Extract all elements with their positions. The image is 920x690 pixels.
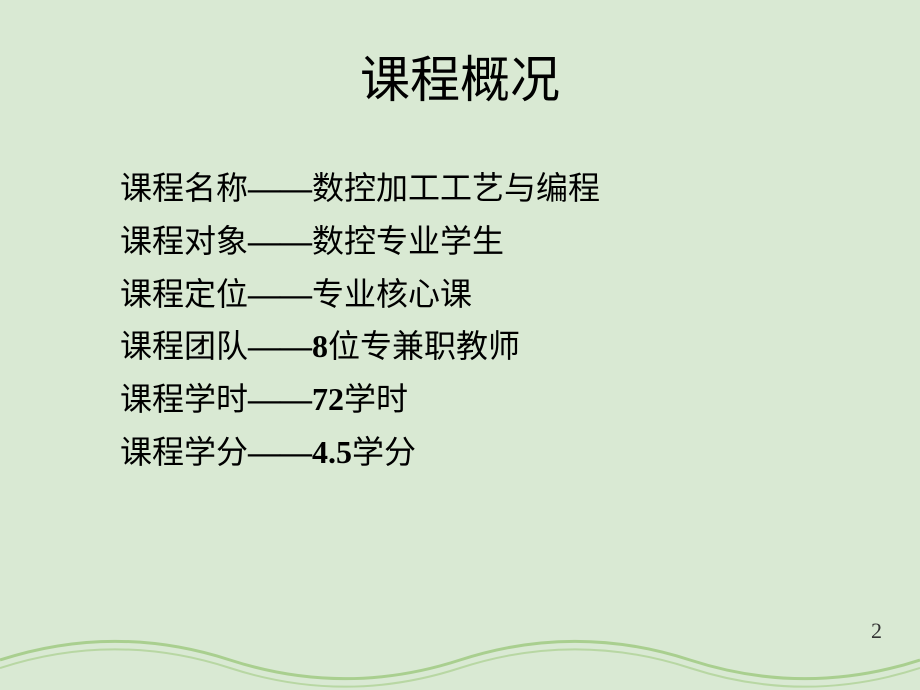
label: 课程学分 <box>120 434 248 470</box>
label: 课程定位 <box>120 276 248 312</box>
value: 专业核心课 <box>312 276 472 312</box>
label: 课程对象 <box>120 223 248 259</box>
value-number: 72 <box>312 381 344 417</box>
value: 数控专业学生 <box>312 223 504 259</box>
dash: —— <box>248 276 312 312</box>
row-course-name: 课程名称——数控加工工艺与编程 <box>120 162 920 215</box>
value: 数控加工工艺与编程 <box>312 170 600 206</box>
row-course-position: 课程定位——专业核心课 <box>120 268 920 321</box>
label: 课程团队 <box>120 328 248 364</box>
slide-title: 课程概况 <box>0 40 920 112</box>
dash: —— <box>248 223 312 259</box>
dash: —— <box>248 170 312 206</box>
dash: —— <box>248 328 312 364</box>
dash: —— <box>248 381 312 417</box>
row-course-credits: 课程学分——4.5学分 <box>120 426 920 479</box>
row-course-hours: 课程学时——72学时 <box>120 373 920 426</box>
label: 课程学时 <box>120 381 248 417</box>
value-suffix: 学时 <box>344 381 408 417</box>
label: 课程名称 <box>120 170 248 206</box>
value-suffix: 位专兼职教师 <box>328 328 520 364</box>
course-info-list: 课程名称——数控加工工艺与编程 课程对象——数控专业学生 课程定位——专业核心课… <box>120 162 920 479</box>
dash: —— <box>248 434 312 470</box>
row-course-target: 课程对象——数控专业学生 <box>120 215 920 268</box>
slide: 课程概况 课程名称——数控加工工艺与编程 课程对象——数控专业学生 课程定位——… <box>0 0 920 690</box>
value-number: 8 <box>312 328 328 364</box>
wave-decoration <box>0 630 920 690</box>
row-course-team: 课程团队——8位专兼职教师 <box>120 320 920 373</box>
value-number: 4.5 <box>312 434 352 470</box>
value-suffix: 学分 <box>352 434 416 470</box>
